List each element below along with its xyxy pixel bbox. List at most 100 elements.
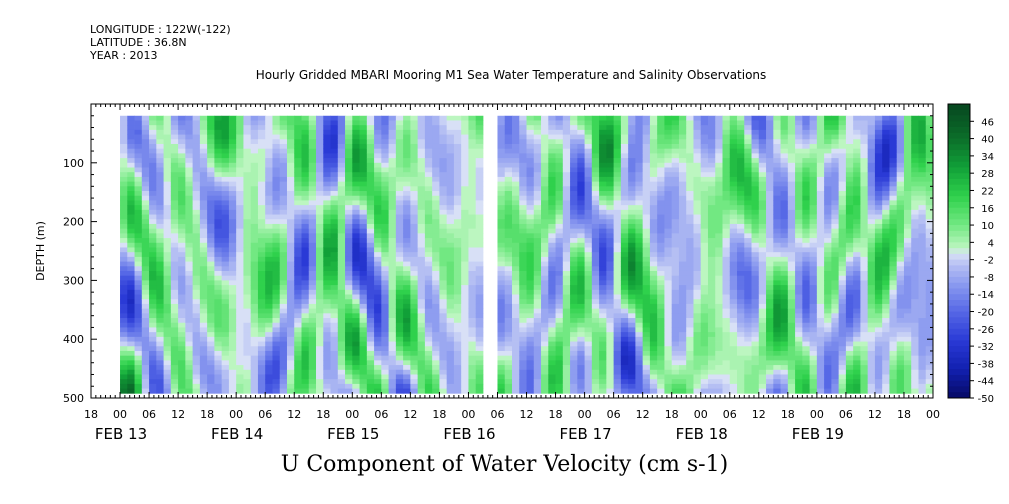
heatmap-cell [468,186,477,192]
heatmap-cell [707,383,716,389]
heatmap-cell [257,195,266,201]
heatmap-cell [395,365,404,371]
heatmap-cell [366,275,375,281]
heatmap-cell [286,341,295,347]
heatmap-cell [671,186,680,192]
heatmap-cell [141,303,150,310]
heatmap-cell [178,242,186,248]
heatmap-cell [156,336,164,342]
heatmap-cell [649,200,658,206]
heatmap-cell [700,162,709,168]
heatmap-cell [541,266,549,272]
heatmap-cell [199,280,208,286]
heatmap-cell [686,294,694,300]
heatmap-cell [548,374,556,380]
heatmap-cell [432,181,440,187]
heatmap-cell [352,256,360,262]
heatmap-cell [141,247,150,253]
heatmap-cell [678,322,687,328]
heatmap-cell [149,266,157,272]
heatmap-cell [228,336,237,342]
heatmap-cell [453,143,462,150]
heatmap-cell [424,252,433,258]
heatmap-cell [359,242,368,248]
heatmap-cell [461,205,469,211]
heatmap-cell [185,195,194,201]
heatmap-cell [214,280,223,286]
heatmap-cell [707,299,716,305]
heatmap-cell [439,322,448,328]
heatmap-cell [250,242,259,248]
heatmap-cell [693,191,702,197]
heatmap-cell [620,313,629,319]
heatmap-cell [272,219,281,225]
heatmap-cell [446,129,455,135]
heatmap-cell [591,261,600,267]
heatmap-cell [170,355,179,361]
heatmap-cell [228,280,237,286]
heatmap-cell [453,115,462,121]
heatmap-cell [381,332,389,338]
heatmap-cell [185,242,194,248]
heatmap-cell [533,346,542,352]
heatmap-cell [453,374,462,380]
heatmap-cell [279,120,288,126]
heatmap-cell [243,388,252,394]
heatmap-cell [707,209,716,215]
heatmap-cell [461,388,469,394]
heatmap-cell [330,303,339,310]
heatmap-cell [475,327,484,333]
heatmap-cell [707,125,716,131]
heatmap-cell [526,308,535,314]
heatmap-cell [192,280,201,286]
heatmap-cell [548,200,556,206]
heatmap-cell [461,191,469,197]
heatmap-cell [316,214,324,220]
heatmap-cell [127,172,135,178]
heatmap-cell [475,379,484,385]
heatmap-cell [294,308,302,314]
heatmap-cell [446,336,455,342]
heatmap-cell [671,148,680,154]
heatmap-cell [149,115,157,121]
heatmap-cell [301,186,310,192]
heatmap-cell [366,252,375,258]
heatmap-cell [366,270,375,277]
heatmap-cell [352,223,360,230]
heatmap-cell [308,139,317,145]
heatmap-cell [257,294,266,300]
heatmap-cell [577,172,585,178]
heatmap-cell [185,341,194,347]
heatmap-cell [432,261,440,267]
heatmap-cell [664,115,673,121]
heatmap-cell [468,191,477,197]
heatmap-cell [504,172,513,178]
heatmap-cell [221,266,230,272]
heatmap-cell [374,172,382,178]
heatmap-cell [294,233,302,239]
heatmap-cell [512,332,520,338]
heatmap-cell [323,256,331,262]
heatmap-cell [475,270,484,277]
heatmap-cell [541,214,549,220]
heatmap-cell [744,228,752,234]
heatmap-cell [250,129,259,135]
heatmap-cell [635,294,644,300]
heatmap-cell [526,158,535,164]
heatmap-cell [497,303,506,310]
heatmap-cell [562,181,571,187]
heatmap-cell [279,176,288,183]
heatmap-cell [635,191,644,197]
heatmap-cell [577,233,585,239]
heatmap-cell [149,219,157,225]
heatmap-cell [504,158,513,164]
heatmap-cell [403,139,411,145]
heatmap-cell [700,153,709,159]
heatmap-cell [671,139,680,145]
heatmap-cell [330,341,339,347]
heatmap-cell [635,233,644,239]
heatmap-cell [671,181,680,187]
heatmap-cell [744,205,752,211]
heatmap-cell [584,129,593,135]
heatmap-cell [337,191,346,197]
